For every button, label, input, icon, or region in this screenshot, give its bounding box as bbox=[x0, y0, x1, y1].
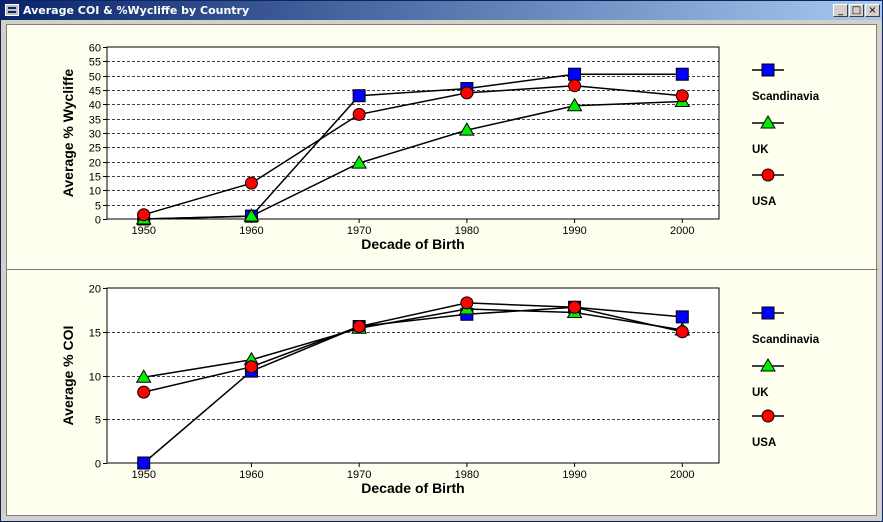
chart1-x-tick-label: 2000 bbox=[670, 225, 694, 237]
chart1-legend-label-usa: USA bbox=[752, 196, 776, 208]
chart2-point-scandinavia bbox=[137, 456, 151, 470]
chart2-legend-label-usa: USA bbox=[752, 437, 776, 449]
chart1-line-usa bbox=[143, 84, 683, 216]
chart2-y-tick-label: 10 bbox=[89, 372, 101, 384]
chart-area: 0 5 10 15 20 25 30 35 40 45 50 55 60 1950 1960 1970 1980… bbox=[6, 24, 878, 516]
chart2-x-tick-label: 1990 bbox=[562, 469, 586, 481]
chart2-point-usa bbox=[675, 325, 689, 339]
chart1-legend-marker-scandinavia bbox=[761, 63, 775, 77]
chart2-legend-marker-uk bbox=[760, 358, 776, 372]
chart2-y-tick-label: 0 bbox=[95, 459, 101, 471]
window-title: Average COI & %Wycliffe by Country bbox=[23, 4, 250, 17]
chart1-point-scandinavia bbox=[568, 67, 582, 81]
title-bar[interactable]: Average COI & %Wycliffe by Country _ □ × bbox=[1, 1, 882, 20]
chart2-x-tick-label: 1960 bbox=[239, 469, 263, 481]
chart1-x-tick-label: 1970 bbox=[347, 225, 371, 237]
chart1-y-tick-label: 35 bbox=[89, 115, 101, 127]
chart1-y-tick-label: 20 bbox=[89, 158, 101, 170]
chart2-y-tick-label: 15 bbox=[89, 328, 101, 340]
chart1-y-tick-label: 30 bbox=[89, 129, 101, 141]
chart2-legend-label-scandinavia: Scandinavia bbox=[752, 334, 820, 346]
chart1-y-tick-label: 50 bbox=[89, 72, 101, 84]
chart1-y-tick-label: 10 bbox=[89, 186, 101, 198]
chart1-point-usa bbox=[244, 176, 258, 190]
chart2-point-scandinavia bbox=[675, 310, 689, 324]
chart2-point-usa bbox=[137, 385, 151, 399]
chart1-point-uk bbox=[243, 208, 260, 222]
chart2-line-usa bbox=[143, 302, 683, 393]
chart2-x-tick-label: 2000 bbox=[670, 469, 694, 481]
chart1-point-uk bbox=[566, 97, 583, 112]
chart1-x-axis-label: Decade of Birth bbox=[361, 236, 464, 252]
chart2-legend-marker-scandinavia bbox=[761, 306, 775, 320]
chart1-y-tick-label: 5 bbox=[95, 201, 101, 213]
chart1-legend-label-scandinavia: Scandinavia bbox=[752, 91, 820, 103]
chart1-y-tick-label: 55 bbox=[89, 57, 101, 69]
chart1-y-tick-label: 45 bbox=[89, 86, 101, 98]
close-button[interactable]: × bbox=[865, 4, 880, 17]
chart2-point-usa bbox=[568, 300, 582, 314]
chart1-x-tick-label: 1950 bbox=[131, 225, 155, 237]
chart1-y-tick-label: 40 bbox=[89, 100, 101, 112]
chart2-x-axis-label: Decade of Birth bbox=[361, 480, 464, 496]
chart1-point-usa bbox=[352, 107, 366, 121]
chart2-line-scandinavia bbox=[143, 306, 683, 464]
chart1-legend-label-uk: UK bbox=[752, 144, 769, 156]
chart2-x-tick-label: 1950 bbox=[131, 469, 155, 481]
chart1-x-tick-label: 1960 bbox=[239, 225, 263, 237]
chart1-y-tick-label: 60 bbox=[89, 43, 101, 55]
chart1-plot-area bbox=[106, 46, 720, 220]
chart2-legend-label-uk: UK bbox=[752, 387, 769, 399]
chart1-line-uk bbox=[143, 100, 683, 220]
chart2-x-tick-label: 1980 bbox=[455, 469, 479, 481]
chart1-y-axis-label: Average % Wycliffe bbox=[60, 69, 76, 198]
chart1-point-usa bbox=[568, 79, 582, 93]
chart1-legend-marker-uk bbox=[760, 115, 776, 129]
chart1-point-usa bbox=[460, 86, 474, 100]
chart1-point-uk bbox=[351, 155, 368, 169]
minimize-button[interactable]: _ bbox=[833, 4, 848, 17]
chart1-point-usa bbox=[137, 208, 151, 222]
chart1-y-tick-label: 25 bbox=[89, 143, 101, 155]
chart2-y-axis-label: Average % COI bbox=[60, 326, 76, 426]
chart1-x-tick-label: 1980 bbox=[455, 225, 479, 237]
chart2-x-tick-label: 1970 bbox=[347, 469, 371, 481]
chart1-point-scandinavia bbox=[352, 89, 366, 103]
chart1-point-usa bbox=[675, 89, 689, 103]
chart2-point-usa bbox=[352, 320, 366, 333]
app-window-icon[interactable] bbox=[5, 4, 19, 16]
chart2-point-uk bbox=[135, 369, 152, 383]
chart2-legend-marker-usa bbox=[761, 409, 775, 423]
chart1-point-uk bbox=[458, 122, 475, 136]
chart2-y-tick-label: 20 bbox=[89, 284, 101, 296]
maximize-button[interactable]: □ bbox=[849, 4, 864, 17]
chart2-line-uk bbox=[143, 308, 683, 379]
chart1-x-tick-label: 1990 bbox=[562, 225, 586, 237]
chart1-point-scandinavia bbox=[675, 67, 689, 81]
chart2-point-usa bbox=[244, 360, 258, 374]
chart1-y-tick-label: 0 bbox=[95, 215, 101, 227]
chart1-legend-marker-usa bbox=[761, 168, 775, 182]
chart2-y-tick-label: 5 bbox=[95, 415, 101, 427]
chart2-point-usa bbox=[460, 296, 474, 310]
chart1-y-tick-label: 15 bbox=[89, 172, 101, 184]
